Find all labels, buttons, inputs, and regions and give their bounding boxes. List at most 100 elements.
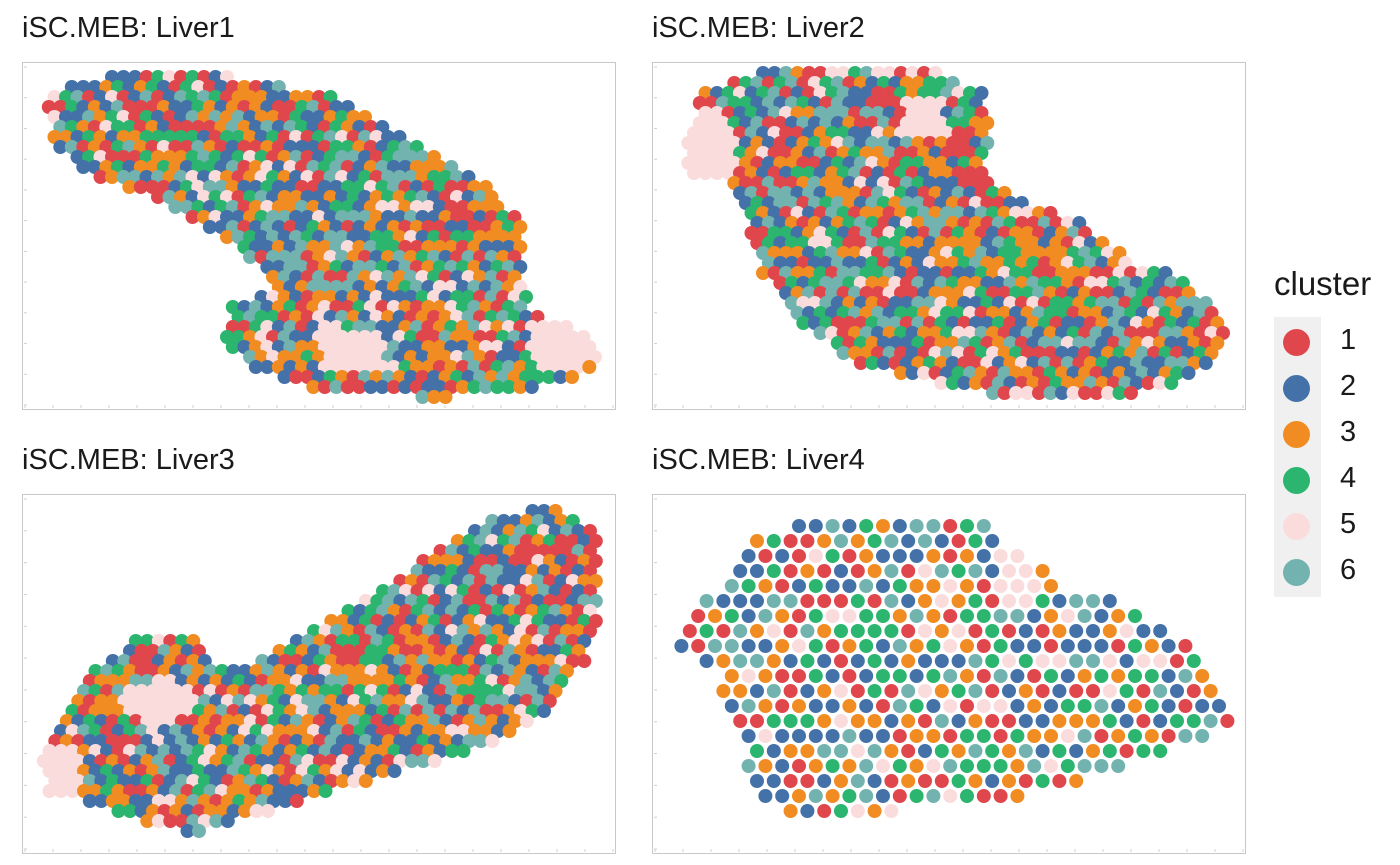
legend-swatch-4 — [1283, 467, 1310, 494]
spot-point — [993, 669, 1008, 683]
panel-title-liver4: iSC.MEB: Liver4 — [652, 444, 865, 476]
spot-point — [775, 699, 790, 713]
spot-point — [901, 774, 916, 788]
spot-point — [1212, 699, 1226, 713]
spot-point — [1153, 744, 1168, 758]
spot-point — [376, 764, 390, 778]
spot-point — [741, 639, 756, 653]
spot-point — [775, 639, 790, 653]
legend-label-4: 4 — [1340, 462, 1357, 494]
spot-point — [750, 774, 764, 788]
spot-point — [892, 519, 907, 533]
spot-point — [783, 744, 798, 758]
spot-point — [968, 594, 983, 608]
spot-point — [1069, 684, 1084, 698]
spot-point — [817, 684, 832, 698]
spot-point — [261, 804, 275, 818]
spot-point — [467, 380, 482, 394]
spot-point — [243, 250, 257, 264]
spot-point — [1078, 386, 1092, 400]
spot-point — [375, 380, 390, 394]
spot-point — [792, 639, 806, 653]
spot-point — [427, 754, 442, 768]
spot-point — [1018, 774, 1033, 788]
spot-point — [1136, 684, 1151, 698]
spot-point — [1161, 639, 1176, 653]
spot-point — [943, 699, 958, 713]
spot-point — [1035, 714, 1050, 728]
spot-point — [859, 549, 874, 563]
spot-point — [926, 609, 941, 623]
spot-point — [817, 714, 832, 728]
spot-point — [1002, 684, 1016, 698]
spot-point — [800, 564, 815, 578]
spot-point — [792, 789, 806, 803]
spot-point — [1066, 386, 1081, 400]
spot-point — [1035, 744, 1050, 758]
spot-point — [850, 684, 865, 698]
spot-point — [976, 579, 991, 593]
spot-point — [1035, 594, 1050, 608]
spot-point — [853, 356, 868, 370]
panel-title-liver2: iSC.MEB: Liver2 — [652, 12, 865, 44]
spot-point — [1018, 564, 1033, 578]
legend-label-6: 6 — [1340, 554, 1357, 586]
spot-point — [151, 814, 166, 828]
spot-point — [985, 684, 1000, 698]
spot-point — [766, 624, 781, 638]
spot-point — [960, 669, 974, 683]
spot-point — [775, 759, 790, 773]
spot-point — [750, 564, 764, 578]
spot-point — [808, 669, 823, 683]
spot-point — [1112, 386, 1127, 400]
spot-point — [1119, 714, 1134, 728]
spot-point — [733, 564, 748, 578]
spot-point — [884, 714, 899, 728]
legend-item-6: 6 — [1274, 549, 1356, 595]
spot-point — [1153, 654, 1168, 668]
spot-point — [225, 340, 240, 354]
spot-point — [951, 684, 966, 698]
spot-point — [698, 166, 713, 180]
spot-point — [1044, 579, 1058, 593]
spot-point — [306, 380, 321, 394]
spot-point — [1170, 714, 1184, 728]
spot-point — [691, 639, 706, 653]
spot-point — [478, 380, 493, 394]
spot-point — [94, 794, 109, 808]
spot-point — [1178, 699, 1193, 713]
spot-point — [1178, 729, 1193, 743]
spot-point — [867, 564, 882, 578]
spot-point — [909, 789, 924, 803]
spot-point — [318, 784, 333, 798]
spot-point — [876, 609, 890, 623]
legend-label-3: 3 — [1340, 416, 1357, 448]
spot-point — [800, 654, 815, 668]
spot-point — [1178, 639, 1193, 653]
spot-point — [1060, 609, 1075, 623]
spot-point — [1178, 669, 1193, 683]
spot-point — [976, 549, 991, 563]
spot-point — [892, 609, 907, 623]
spot-point — [1069, 594, 1084, 608]
spot-point — [758, 549, 773, 563]
spot-point — [1102, 744, 1117, 758]
spot-point — [1010, 699, 1025, 713]
spot-point — [724, 579, 739, 593]
spot-point — [943, 549, 958, 563]
spot-point — [1136, 624, 1151, 638]
spot-point — [682, 624, 697, 638]
spot-point — [934, 654, 949, 668]
spot-point — [775, 609, 790, 623]
plot-area-liver2 — [652, 62, 1246, 410]
spot-point — [1111, 669, 1126, 683]
spot-plot-liver3 — [24, 498, 614, 852]
spot-point — [289, 794, 304, 808]
spot-point — [783, 684, 798, 698]
spot-point — [918, 744, 932, 758]
spot-point — [918, 534, 932, 548]
spot-point — [1010, 579, 1025, 593]
spot-point — [750, 714, 764, 728]
spot-point — [859, 639, 874, 653]
spot-point — [775, 789, 790, 803]
